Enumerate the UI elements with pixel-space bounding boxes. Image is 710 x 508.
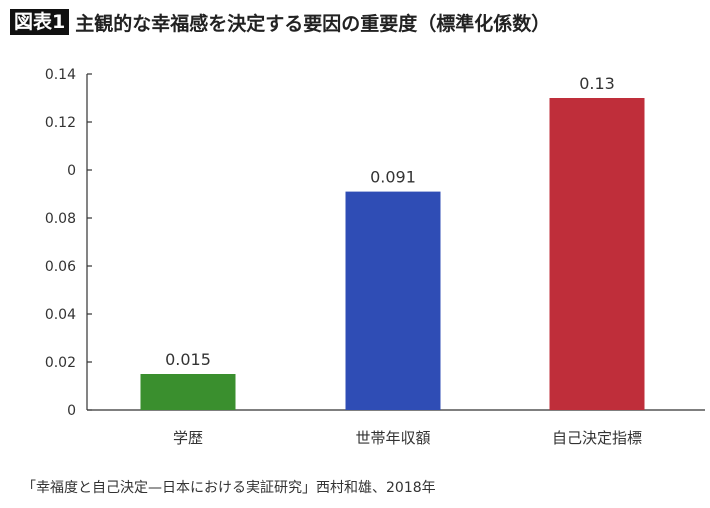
- y-tick-label: 0.04: [45, 307, 76, 323]
- chart-header: 図表1 主観的な幸福感を決定する要因の重要度（標準化係数）: [10, 8, 550, 36]
- y-tick-label: 0.02: [45, 355, 76, 371]
- y-tick-label: 0.12: [45, 115, 76, 131]
- data-label: 0.091: [370, 168, 416, 187]
- data-label: 0.015: [165, 350, 211, 369]
- figure-badge: 図表1: [10, 9, 70, 35]
- x-tick-label: 世帯年収額: [355, 429, 430, 447]
- x-tick-label: 学歴: [173, 429, 203, 447]
- y-tick-label: 0: [67, 163, 76, 179]
- y-tick-label: 0.08: [45, 211, 76, 227]
- bar: [549, 98, 645, 410]
- x-tick-label: 自己決定指標: [552, 429, 642, 447]
- source-note: 「幸福度と自己決定—日本における実証研究」西村和雄、2018年: [22, 480, 436, 496]
- y-tick-label: 0: [67, 403, 76, 419]
- y-tick-label: 0.06: [45, 259, 76, 275]
- bar: [345, 191, 441, 410]
- y-tick-label: 0.14: [45, 67, 76, 83]
- data-label: 0.13: [579, 74, 615, 93]
- chart-title: 主観的な幸福感を決定する要因の重要度（標準化係数）: [75, 12, 551, 35]
- bar: [140, 374, 236, 410]
